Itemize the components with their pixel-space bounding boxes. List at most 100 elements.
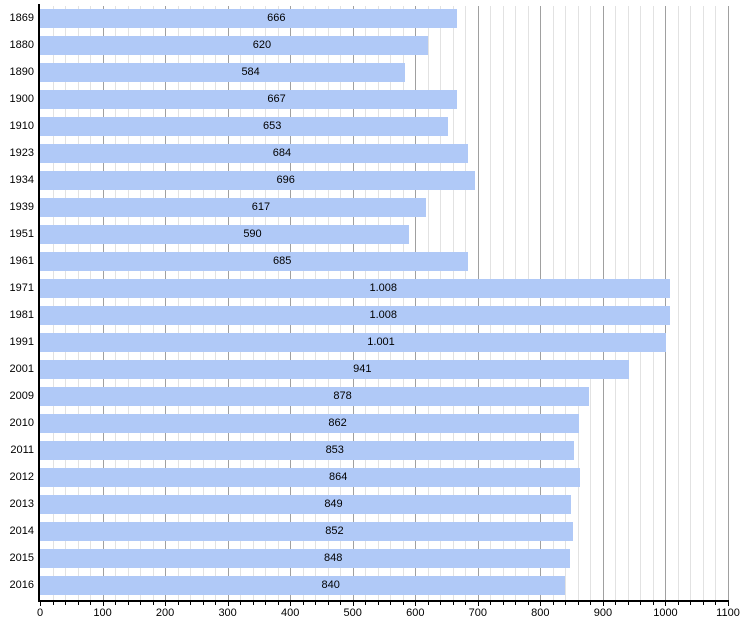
x-axis-minor-tick: [90, 602, 92, 605]
x-axis-major-tick: [540, 602, 542, 606]
bar-value-label: 862: [328, 416, 347, 429]
gridline-minor: [127, 6, 129, 600]
x-axis-minor-tick: [215, 602, 217, 605]
x-axis-tick-label: 500: [343, 607, 362, 619]
gridline-minor: [590, 6, 592, 600]
gridline-minor: [52, 6, 54, 600]
gridline-minor: [190, 6, 192, 600]
gridline-minor: [627, 6, 629, 600]
bar-value-label: 685: [273, 254, 292, 267]
x-axis-minor-tick: [402, 602, 404, 605]
year-label: 1923: [9, 146, 34, 159]
year-label: 1991: [9, 335, 34, 348]
x-axis-minor-tick: [640, 602, 642, 605]
gridline-minor: [390, 6, 392, 600]
bar: [40, 116, 449, 136]
x-axis-tick-label: 900: [593, 607, 613, 619]
gridline-minor: [252, 6, 254, 600]
bar: [40, 305, 671, 325]
x-axis-minor-tick: [515, 602, 517, 605]
gridline-minor: [90, 6, 92, 600]
gridline-minor: [465, 6, 467, 600]
x-axis-minor-tick: [690, 602, 692, 605]
gridline-minor: [702, 6, 704, 600]
x-axis-major-tick: [602, 602, 604, 606]
x-axis-tick-label: 300: [218, 607, 237, 619]
x-axis-minor-tick: [302, 602, 304, 605]
gridline-major: [602, 6, 604, 600]
gridline-minor: [640, 6, 642, 600]
x-axis-tick-label: 700: [468, 607, 487, 619]
bar: [40, 548, 571, 568]
year-label: 1900: [9, 92, 34, 105]
gridline-minor: [440, 6, 442, 600]
gridline-minor: [265, 6, 267, 600]
y-axis-line: [38, 4, 40, 602]
year-label: 2014: [9, 524, 34, 537]
bar-value-label: 878: [333, 389, 352, 402]
x-axis-minor-tick: [177, 602, 179, 605]
x-axis-minor-tick: [65, 602, 67, 605]
x-axis-minor-tick: [265, 602, 267, 605]
bar: [40, 35, 428, 55]
gridline-minor: [527, 6, 529, 600]
x-axis-tick-label: 1100: [716, 607, 740, 619]
bar: [40, 8, 457, 28]
x-axis-major-tick: [477, 602, 479, 606]
bar-value-label: 852: [325, 524, 344, 537]
x-axis-minor-tick: [565, 602, 567, 605]
year-label: 1939: [9, 200, 34, 213]
x-axis-minor-tick: [152, 602, 154, 605]
bar: [40, 332, 667, 352]
gridline-major: [415, 6, 417, 600]
x-axis-minor-tick: [615, 602, 617, 605]
gridline-minor: [452, 6, 454, 600]
gridline-minor: [502, 6, 504, 600]
x-axis-minor-tick: [140, 602, 142, 605]
x-axis-tick-label: 200: [155, 607, 175, 619]
gridline-minor: [315, 6, 317, 600]
bar-value-label: 840: [321, 578, 340, 591]
bar-value-label: 849: [324, 497, 343, 510]
x-axis-minor-tick: [365, 602, 367, 605]
gridline-minor: [615, 6, 617, 600]
x-axis-line: [38, 600, 729, 602]
bar-value-label: 1.008: [369, 281, 397, 294]
gridline-minor: [177, 6, 179, 600]
x-axis-major-tick: [227, 602, 229, 606]
year-label: 1910: [9, 119, 34, 132]
x-axis-tick-label: 0: [36, 607, 44, 619]
gridline-minor: [302, 6, 304, 600]
gridline-major: [540, 6, 542, 600]
x-axis-minor-tick: [490, 602, 492, 605]
gridline-minor: [577, 6, 579, 600]
bar: [40, 386, 590, 406]
x-axis-major-tick: [40, 602, 41, 606]
x-axis-minor-tick: [590, 602, 592, 605]
x-axis-tick-label: 800: [531, 607, 550, 619]
year-label: 1961: [9, 254, 34, 267]
gridline-minor: [677, 6, 679, 600]
x-axis-minor-tick: [252, 602, 254, 605]
x-axis-minor-tick: [527, 602, 529, 605]
gridline-minor: [690, 6, 692, 600]
bar-value-label: 584: [241, 65, 260, 78]
year-label: 2012: [9, 470, 34, 483]
bar-value-label: 667: [267, 92, 286, 105]
gridline-minor: [515, 6, 517, 600]
year-label: 1869: [9, 11, 34, 24]
bar: [40, 575, 566, 595]
x-axis-minor-tick: [440, 602, 442, 605]
gridline-minor: [377, 6, 379, 600]
year-label: 2015: [9, 551, 34, 564]
x-axis-minor-tick: [327, 602, 329, 605]
gridline-minor: [402, 6, 404, 600]
bar: [40, 359, 629, 379]
bar: [40, 143, 468, 163]
bar: [40, 62, 406, 82]
bar: [40, 170, 476, 190]
gridline-minor: [202, 6, 204, 600]
bar: [40, 278, 671, 298]
gridline-minor: [77, 6, 79, 600]
gridline-major: [352, 6, 354, 600]
